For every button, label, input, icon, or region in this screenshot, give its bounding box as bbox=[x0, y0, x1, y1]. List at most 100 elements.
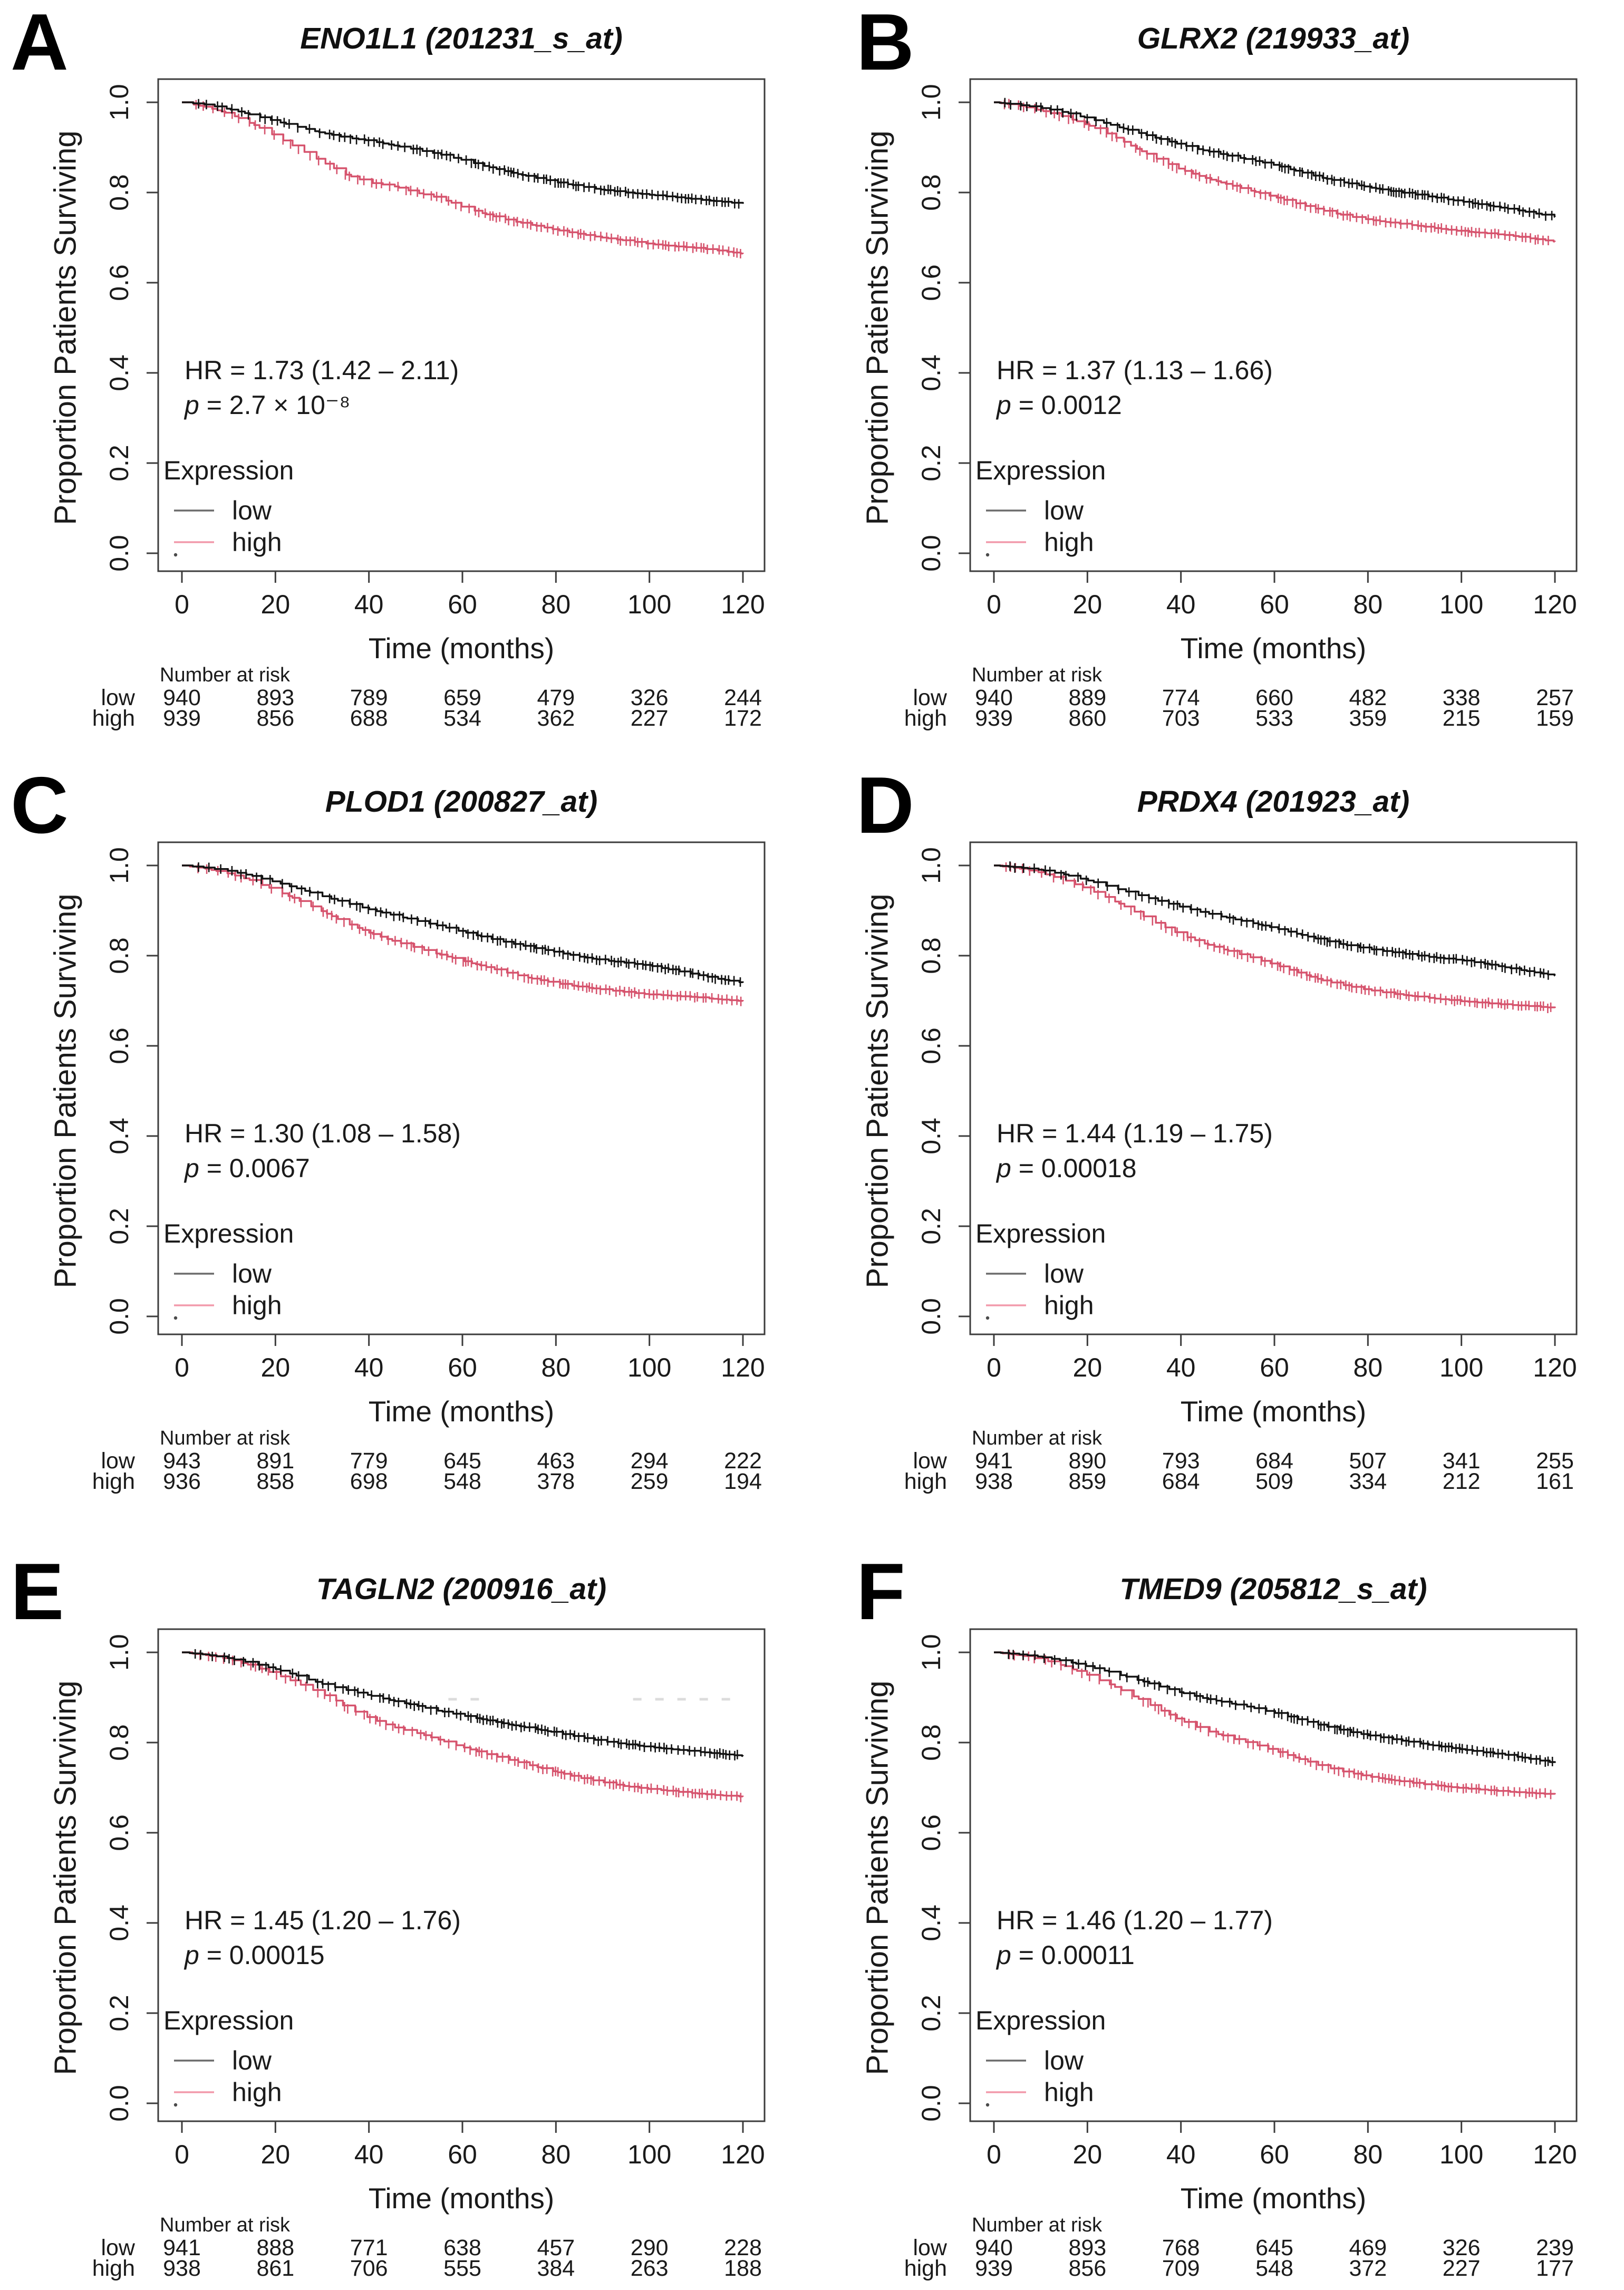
plot-box bbox=[157, 841, 766, 1335]
risk-value: 941 bbox=[975, 1448, 1013, 1474]
legend-title: Expression bbox=[163, 1219, 294, 1248]
panel-letter-d: D bbox=[856, 761, 914, 850]
x-tick-label: 100 bbox=[627, 2140, 671, 2169]
y-tick-label: 1.0 bbox=[104, 847, 134, 884]
risk-value: 244 bbox=[724, 685, 762, 710]
legend-label-high: high bbox=[232, 1291, 282, 1320]
y-tick-label: 0.6 bbox=[916, 1027, 946, 1064]
risk-table-header: Number at risk bbox=[160, 664, 291, 686]
risk-value: 188 bbox=[724, 2256, 762, 2281]
x-tick-label: 120 bbox=[1533, 1353, 1577, 1382]
hr-text: HR = 1.73 (1.42 – 2.11) bbox=[185, 355, 459, 385]
risk-value: 215 bbox=[1443, 706, 1481, 731]
legend-label-high: high bbox=[1044, 2077, 1094, 2107]
censor-marks-low bbox=[1009, 861, 1549, 980]
x-tick-label: 60 bbox=[1260, 2140, 1289, 2169]
x-tick-label: 20 bbox=[261, 590, 291, 619]
risk-value: 509 bbox=[1255, 1469, 1293, 1494]
y-tick-label: 0.6 bbox=[916, 264, 946, 301]
risk-row-label-high: high bbox=[904, 2256, 947, 2281]
risk-value: 856 bbox=[1068, 2256, 1106, 2281]
hr-text: HR = 1.44 (1.19 – 1.75) bbox=[997, 1119, 1273, 1148]
risk-value: 940 bbox=[163, 685, 201, 710]
stray-dot bbox=[173, 553, 178, 557]
risk-value: 698 bbox=[350, 1469, 388, 1494]
risk-value: 703 bbox=[1162, 706, 1200, 731]
y-axis-title: Proportion Patients Surviving bbox=[49, 131, 83, 525]
survival-curve-low bbox=[994, 864, 1556, 977]
panel-f: F TMED9 (205812_s_at) 0.0 0.2 0.4 0.6 0.8 1.0… bbox=[812, 1526, 1624, 2290]
censor-marks-high bbox=[1005, 862, 1552, 1013]
x-tick-label: 20 bbox=[261, 2140, 291, 2169]
risk-value: 939 bbox=[975, 2256, 1013, 2281]
x-axis-title: Time (months) bbox=[369, 2182, 554, 2215]
risk-row-label-high: high bbox=[92, 1469, 135, 1494]
risk-value: 172 bbox=[724, 706, 762, 731]
plot-group: 0.0 0.2 0.4 0.6 0.8 1.0 0 20 40 60 80 100 120 Time (m… bbox=[49, 1628, 766, 2281]
risk-value: 940 bbox=[975, 2235, 1013, 2260]
x-tick-label: 0 bbox=[175, 2140, 189, 2169]
risk-value: 706 bbox=[350, 2256, 388, 2281]
risk-value: 227 bbox=[631, 706, 669, 731]
km-plot-a: 0.0 0.2 0.4 0.6 0.8 1.0 0 20 40 60 80 100 120 Time (m… bbox=[49, 78, 766, 731]
risk-value: 469 bbox=[1349, 2235, 1387, 2260]
panel-b: B GLRX2 (219933_at) 0.0 0.2 0.4 0.6 0.8 1.0 0 2… bbox=[812, 0, 1624, 763]
x-tick-label: 0 bbox=[987, 590, 1001, 619]
risk-row-label-low: low bbox=[913, 1448, 947, 1474]
x-tick-label: 120 bbox=[721, 2140, 765, 2169]
hr-text: HR = 1.45 (1.20 – 1.76) bbox=[185, 1906, 461, 1935]
y-tick-label: 0.8 bbox=[104, 937, 134, 974]
risk-value: 659 bbox=[443, 685, 481, 710]
risk-value: 779 bbox=[350, 1448, 388, 1474]
x-tick-label: 100 bbox=[627, 590, 671, 619]
risk-value: 222 bbox=[724, 1448, 762, 1474]
stray-dot bbox=[173, 1316, 178, 1320]
p-value-text: p = 0.0067 bbox=[183, 1153, 310, 1183]
y-tick-label: 0.2 bbox=[916, 445, 946, 482]
y-tick-label: 0.6 bbox=[104, 1027, 134, 1064]
p-value-text: p = 0.0012 bbox=[995, 390, 1122, 420]
risk-value: 939 bbox=[975, 706, 1013, 731]
y-tick-label: 1.0 bbox=[916, 84, 946, 121]
x-axis-title: Time (months) bbox=[1181, 632, 1366, 665]
risk-value: 362 bbox=[537, 706, 575, 731]
risk-value: 793 bbox=[1162, 1448, 1200, 1474]
risk-row-label-high: high bbox=[904, 1469, 947, 1494]
y-tick-label: 0.0 bbox=[916, 535, 946, 572]
plot-box bbox=[969, 1628, 1578, 2122]
risk-value: 359 bbox=[1349, 706, 1387, 731]
survival-curve-low bbox=[994, 1651, 1556, 1763]
x-tick-label: 20 bbox=[1073, 1353, 1103, 1382]
x-tick-label: 20 bbox=[261, 1353, 291, 1382]
survival-curve-high bbox=[994, 864, 1556, 1008]
legend-label-low: low bbox=[232, 2046, 272, 2075]
risk-table-header: Number at risk bbox=[972, 664, 1103, 686]
x-tick-label: 40 bbox=[1166, 590, 1196, 619]
stray-dot bbox=[985, 553, 990, 557]
y-axis-title: Proportion Patients Surviving bbox=[49, 1681, 83, 2075]
legend-label-low: low bbox=[232, 496, 272, 525]
km-plot-f: 0.0 0.2 0.4 0.6 0.8 1.0 0 20 40 60 80 100 120 Time (m… bbox=[861, 1628, 1578, 2281]
legend-title: Expression bbox=[975, 1219, 1106, 1248]
stray-dot bbox=[173, 2103, 178, 2107]
risk-value: 939 bbox=[163, 706, 201, 731]
x-tick-label: 120 bbox=[1533, 590, 1577, 619]
legend-title: Expression bbox=[163, 2006, 294, 2035]
y-tick-label: 0.0 bbox=[104, 2085, 134, 2122]
panel-letter-a: A bbox=[11, 0, 69, 87]
risk-value: 684 bbox=[1162, 1469, 1200, 1494]
panel-c: C PLOD1 (200827_at) 0.0 0.2 0.4 0.6 0.8 1.0 0 2… bbox=[0, 763, 812, 1526]
survival-curve-low bbox=[994, 101, 1556, 218]
hr-text: HR = 1.30 (1.08 – 1.58) bbox=[185, 1119, 461, 1148]
censor-marks-low bbox=[1004, 98, 1553, 221]
risk-value: 789 bbox=[350, 685, 388, 710]
y-tick-label: 0.2 bbox=[104, 1995, 134, 2032]
risk-value: 548 bbox=[1255, 2256, 1293, 2281]
stray-dot bbox=[985, 1316, 990, 1320]
censor-marks-high bbox=[1009, 1650, 1552, 1800]
x-tick-label: 0 bbox=[987, 2140, 1001, 2169]
risk-value: 889 bbox=[1068, 685, 1106, 710]
y-tick-label: 0.4 bbox=[916, 354, 946, 391]
x-tick-label: 120 bbox=[721, 1353, 765, 1382]
